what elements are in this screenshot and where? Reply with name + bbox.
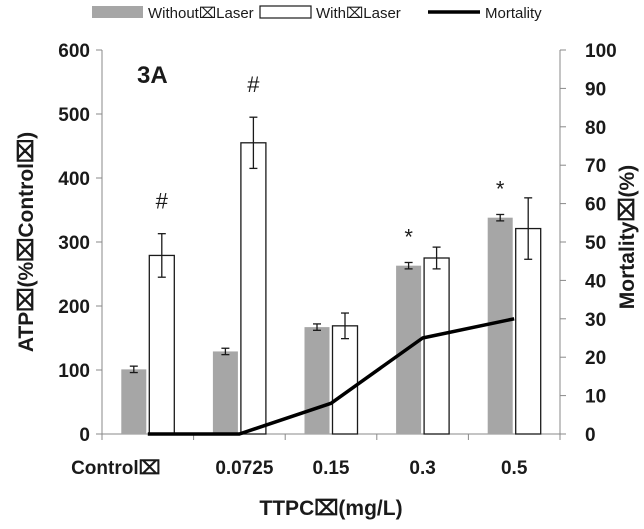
y2-axis-title: Mortality⌧(%) bbox=[616, 165, 639, 309]
right-tick-label: 80 bbox=[585, 118, 606, 139]
legend-swatch bbox=[92, 6, 143, 18]
right-tick-label: 30 bbox=[585, 310, 606, 331]
bar bbox=[423, 257, 450, 435]
left-tick-label: 600 bbox=[58, 41, 90, 62]
bar bbox=[304, 327, 330, 434]
right-tick-label: 0 bbox=[585, 425, 596, 446]
legend-label: With⌧Laser bbox=[316, 5, 401, 22]
bar bbox=[331, 325, 359, 435]
mortality-line-layer bbox=[147, 317, 515, 436]
right-y-axis: 0 10 20 30 40 50 60 70 80 90 100 bbox=[559, 41, 617, 446]
bar bbox=[487, 217, 513, 434]
bar bbox=[121, 369, 147, 434]
bar bbox=[240, 142, 267, 435]
right-tick-label: 100 bbox=[585, 41, 617, 62]
left-y-axis: 0 100 200 300 400 500 600 bbox=[58, 41, 103, 446]
legend-label: Mortality bbox=[485, 5, 542, 22]
right-tick-label: 60 bbox=[585, 195, 606, 216]
x-tick-label: 0.15 bbox=[313, 458, 350, 479]
left-tick-label: 200 bbox=[58, 297, 90, 318]
left-tick-label: 500 bbox=[58, 105, 90, 126]
x-tick-label: 0.3 bbox=[409, 458, 435, 479]
bar bbox=[212, 351, 238, 434]
right-tick-label: 20 bbox=[585, 348, 606, 369]
x-axis-title: TTPC⌧(mg/L) bbox=[259, 497, 402, 520]
significance-mark: # bbox=[156, 189, 169, 214]
legend-swatch bbox=[259, 5, 312, 19]
legend: Without⌧Laser With⌧Laser Mortality bbox=[92, 5, 542, 22]
significance-mark: # bbox=[247, 72, 260, 97]
significance-mark: * bbox=[496, 176, 505, 201]
right-tick-label: 90 bbox=[585, 79, 606, 100]
left-tick-label: 0 bbox=[79, 425, 90, 446]
right-tick-label: 40 bbox=[585, 271, 606, 292]
bars bbox=[121, 142, 542, 435]
x-tick-label: Control⌧ bbox=[71, 458, 160, 479]
left-tick-label: 400 bbox=[58, 169, 90, 190]
panel-label: 3A bbox=[137, 62, 168, 89]
x-axis: Control⌧ 0.0725 0.15 0.3 0.5 bbox=[71, 433, 561, 479]
mortality-line bbox=[147, 317, 515, 436]
right-tick-label: 10 bbox=[585, 387, 606, 408]
significance-mark: * bbox=[404, 224, 413, 249]
left-tick-label: 100 bbox=[58, 361, 90, 382]
x-tick-label: 0.0725 bbox=[215, 458, 274, 479]
bar bbox=[148, 254, 175, 435]
significance-annotations: # # * * bbox=[156, 72, 505, 249]
error-bars bbox=[129, 116, 533, 374]
legend-label: Without⌧Laser bbox=[148, 5, 254, 22]
x-tick-label: 0.5 bbox=[501, 458, 528, 479]
left-tick-label: 300 bbox=[58, 233, 90, 254]
y-axis-title: ATP⌧(%⌧Control⌧) bbox=[15, 132, 38, 352]
right-tick-label: 50 bbox=[585, 233, 606, 254]
right-tick-label: 70 bbox=[585, 156, 606, 177]
